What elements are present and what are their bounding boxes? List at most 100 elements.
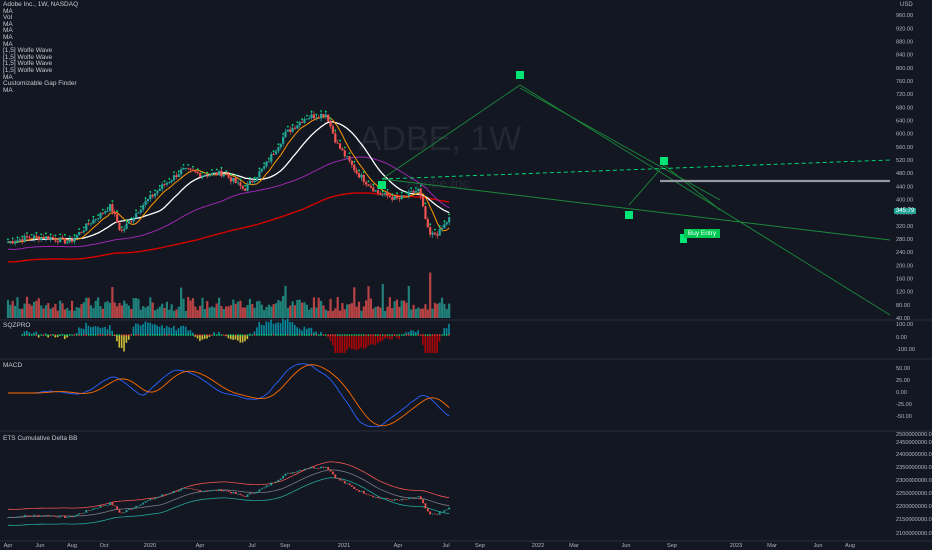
legend-item[interactable]: MA xyxy=(3,33,13,41)
sqzpro-bar xyxy=(358,335,360,350)
candle-body xyxy=(362,174,365,182)
ets-candle xyxy=(277,479,280,482)
time-axis-label: Apr xyxy=(4,543,13,549)
sqzpro-bar xyxy=(80,328,83,335)
ets-candle xyxy=(246,494,249,498)
volume-bar xyxy=(61,303,64,318)
price-axis-label: 720.00 xyxy=(896,92,913,98)
legend-item[interactable]: MA xyxy=(3,7,13,15)
sqzpro-bar xyxy=(218,331,220,335)
candle-body xyxy=(291,127,294,132)
candle-body xyxy=(85,223,88,231)
ets-candle xyxy=(109,502,111,506)
ets-candle xyxy=(351,485,353,487)
macd-title[interactable]: MACD xyxy=(3,362,23,369)
ets-candle xyxy=(324,466,327,468)
candle-body xyxy=(97,218,100,220)
price-axis-label: 400.00 xyxy=(896,198,913,204)
trend-dot xyxy=(101,208,104,211)
candle-body xyxy=(14,242,17,244)
ets-candle xyxy=(49,515,52,517)
squeeze-dot xyxy=(253,334,256,336)
legend-item[interactable]: Customizable Gap Finder xyxy=(3,80,77,88)
volume-bar xyxy=(426,309,429,318)
ets-candle xyxy=(417,496,420,498)
candle-body xyxy=(120,230,123,231)
volume-bar xyxy=(66,307,69,318)
candle-body xyxy=(123,228,126,231)
volume-bar xyxy=(353,287,356,318)
candle-body xyxy=(334,133,337,143)
volume-bar xyxy=(379,307,382,318)
candle-body xyxy=(301,122,304,123)
sqzpro-bar xyxy=(289,321,291,335)
squeeze-dot xyxy=(106,334,109,336)
sqzpro-bar xyxy=(431,335,434,353)
legend-item[interactable]: MA xyxy=(3,20,13,28)
ets-axis-label: 2400000000.00 xyxy=(896,452,932,458)
trend-dot xyxy=(253,176,256,179)
ets-candle xyxy=(286,472,289,474)
legend-item[interactable]: MA xyxy=(3,27,13,35)
symbol-line[interactable]: Adobe Inc., 1W, NASDAQ xyxy=(3,1,79,8)
ets-candle xyxy=(393,499,396,501)
candle-body xyxy=(296,125,299,129)
trend-dot xyxy=(135,209,137,212)
volume-bar xyxy=(324,309,327,318)
legend-item[interactable]: MA xyxy=(3,40,13,48)
legend-item[interactable]: MA xyxy=(3,86,13,94)
legend-item[interactable]: MA xyxy=(3,73,13,81)
ets-candle xyxy=(282,475,285,479)
legend-item[interactable]: [1,5] Wolfe Wave xyxy=(3,66,53,74)
legend-item[interactable]: [1,5] Wolfe Wave xyxy=(3,60,53,68)
sqzpro-bar xyxy=(192,332,194,335)
trend-dot xyxy=(386,188,389,191)
squeeze-dot xyxy=(448,334,450,336)
volume-bar xyxy=(296,299,299,318)
candle-body xyxy=(433,232,437,235)
volume-bar xyxy=(177,306,180,318)
volume-bar xyxy=(369,298,372,318)
ets-candle xyxy=(26,514,28,516)
squeeze-dot xyxy=(431,334,434,336)
sqzpro-bar xyxy=(35,331,38,335)
volume-bar xyxy=(279,301,282,318)
volume-bar xyxy=(217,297,221,318)
candle-body xyxy=(338,143,342,149)
legend-item[interactable]: [1,5] Wolfe Wave xyxy=(3,53,53,61)
price-axis-label: 320.00 xyxy=(896,224,913,230)
ets-candle xyxy=(410,497,413,498)
volume-bar xyxy=(220,306,223,318)
ets-axis-label: 2250000000.00 xyxy=(896,491,932,497)
sqzpro-title[interactable]: SQZPRO xyxy=(3,322,31,329)
volume-bar xyxy=(298,299,301,318)
candle-body xyxy=(336,142,339,144)
squeeze-dot xyxy=(332,334,334,336)
trend-dot xyxy=(282,133,285,135)
volume-bar xyxy=(341,303,344,318)
squeeze-dot xyxy=(73,334,76,336)
volume-bar xyxy=(260,304,263,318)
volume-bar xyxy=(134,298,138,318)
squeeze-dot xyxy=(225,334,228,336)
legend-item[interactable]: Vol xyxy=(3,14,13,22)
ets-candle xyxy=(348,483,351,486)
sqzpro-bar xyxy=(66,335,68,338)
trend-dot xyxy=(324,110,327,113)
volume-bar xyxy=(208,307,211,318)
trend-dot xyxy=(438,225,441,228)
sqzpro-bar xyxy=(343,335,346,353)
ets-candle xyxy=(358,490,360,492)
candle-body xyxy=(248,180,252,185)
volume-bar xyxy=(274,303,278,318)
price-axis-label: 160.00 xyxy=(896,277,913,283)
legend-item[interactable]: [1,5] Wolfe Wave xyxy=(3,47,53,55)
ets-candle xyxy=(16,516,19,518)
sqzpro-bar xyxy=(201,335,204,340)
ets-title[interactable]: ETS Cumulative Delta BB xyxy=(3,435,78,442)
volume-bar xyxy=(424,304,427,318)
sqzpro-bar xyxy=(267,322,270,335)
wolfe-point-marker xyxy=(516,71,524,79)
squeeze-dot xyxy=(351,334,353,336)
